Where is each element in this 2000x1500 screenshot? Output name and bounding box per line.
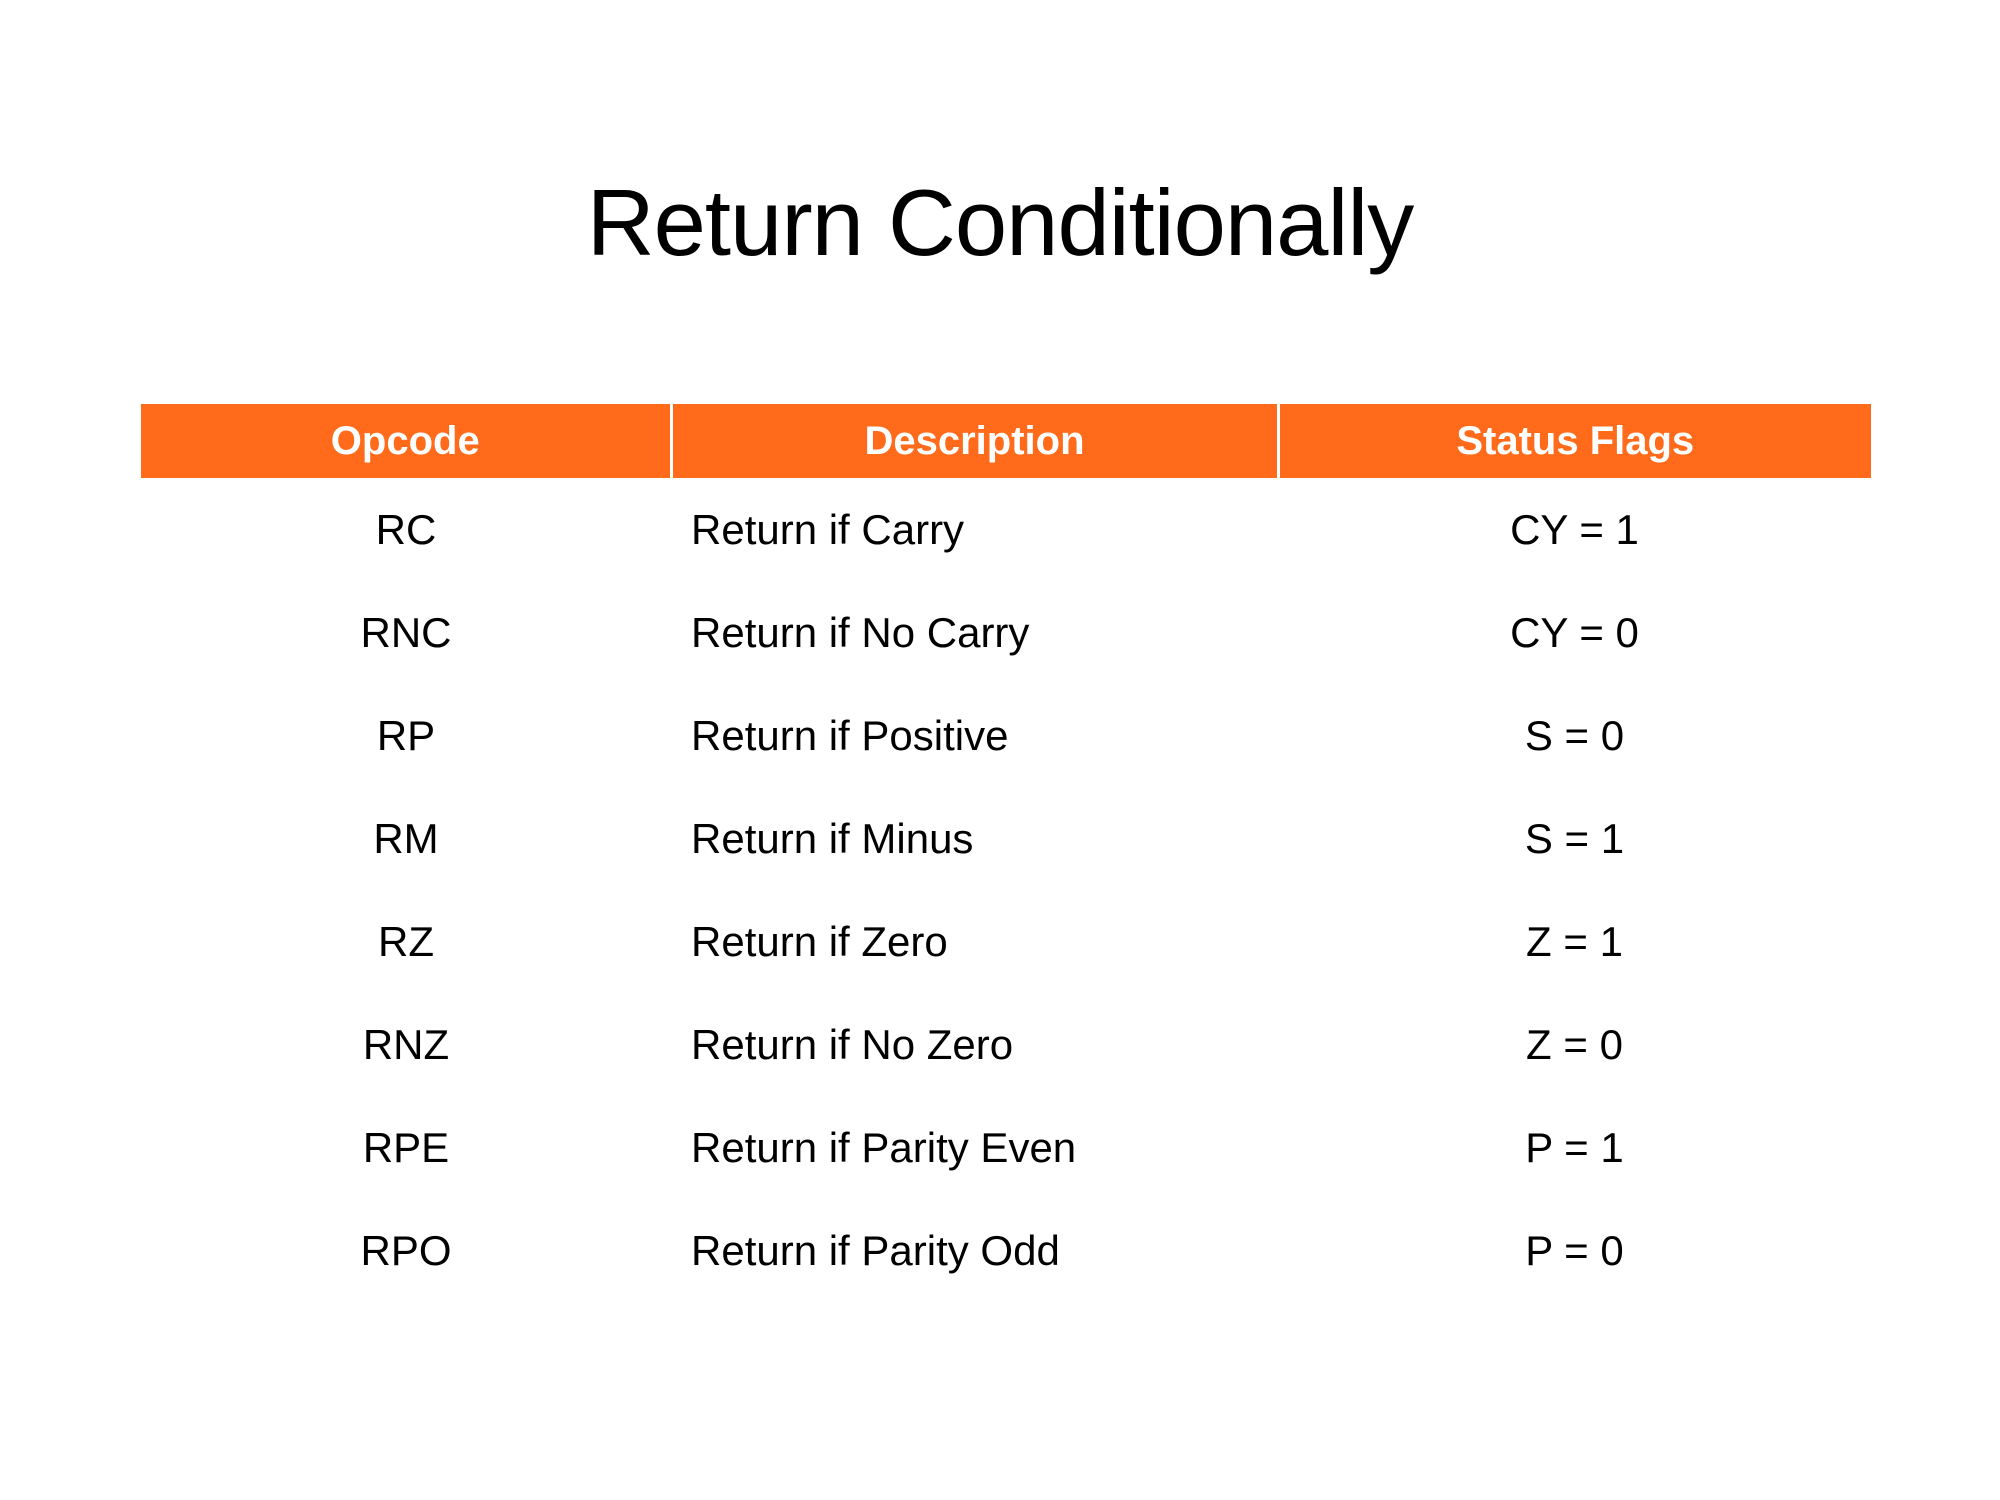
table-header-row: Opcode Description Status Flags: [141, 404, 1871, 478]
table-row: RC Return if Carry CY = 1: [141, 478, 1871, 581]
opcode-cell: RNC: [141, 581, 671, 684]
opcode-cell: RM: [141, 787, 671, 890]
status-flags-cell: Z = 0: [1278, 993, 1871, 1096]
description-cell: Return if Parity Odd: [671, 1199, 1278, 1302]
description-cell: Return if Zero: [671, 890, 1278, 993]
description-cell: Return if Carry: [671, 478, 1278, 581]
description-cell: Return if Minus: [671, 787, 1278, 890]
opcode-cell: RPE: [141, 1096, 671, 1199]
opcode-cell: RC: [141, 478, 671, 581]
description-cell: Return if No Carry: [671, 581, 1278, 684]
description-cell: Return if Parity Even: [671, 1096, 1278, 1199]
table-row: RM Return if Minus S = 1: [141, 787, 1871, 890]
column-header-status-flags: Status Flags: [1276, 404, 1871, 478]
table-row: RNZ Return if No Zero Z = 0: [141, 993, 1871, 1096]
column-header-description: Description: [669, 404, 1278, 478]
slide-title: Return Conditionally: [586, 170, 1414, 275]
table-row: RPE Return if Parity Even P = 1: [141, 1096, 1871, 1199]
table-row: RPO Return if Parity Odd P = 0: [141, 1199, 1871, 1302]
column-header-opcode: Opcode: [141, 404, 671, 478]
opcode-table: Opcode Description Status Flags RC Retur…: [141, 404, 1871, 1302]
status-flags-cell: CY = 0: [1278, 581, 1871, 684]
table-row: RNC Return if No Carry CY = 0: [141, 581, 1871, 684]
description-cell: Return if Positive: [671, 684, 1278, 787]
opcode-cell: RZ: [141, 890, 671, 993]
status-flags-cell: Z = 1: [1278, 890, 1871, 993]
description-cell: Return if No Zero: [671, 993, 1278, 1096]
status-flags-cell: S = 1: [1278, 787, 1871, 890]
table-row: RP Return if Positive S = 0: [141, 684, 1871, 787]
status-flags-cell: CY = 1: [1278, 478, 1871, 581]
table-row: RZ Return if Zero Z = 1: [141, 890, 1871, 993]
opcode-cell: RNZ: [141, 993, 671, 1096]
opcode-cell: RPO: [141, 1199, 671, 1302]
opcode-cell: RP: [141, 684, 671, 787]
status-flags-cell: S = 0: [1278, 684, 1871, 787]
status-flags-cell: P = 0: [1278, 1199, 1871, 1302]
status-flags-cell: P = 1: [1278, 1096, 1871, 1199]
